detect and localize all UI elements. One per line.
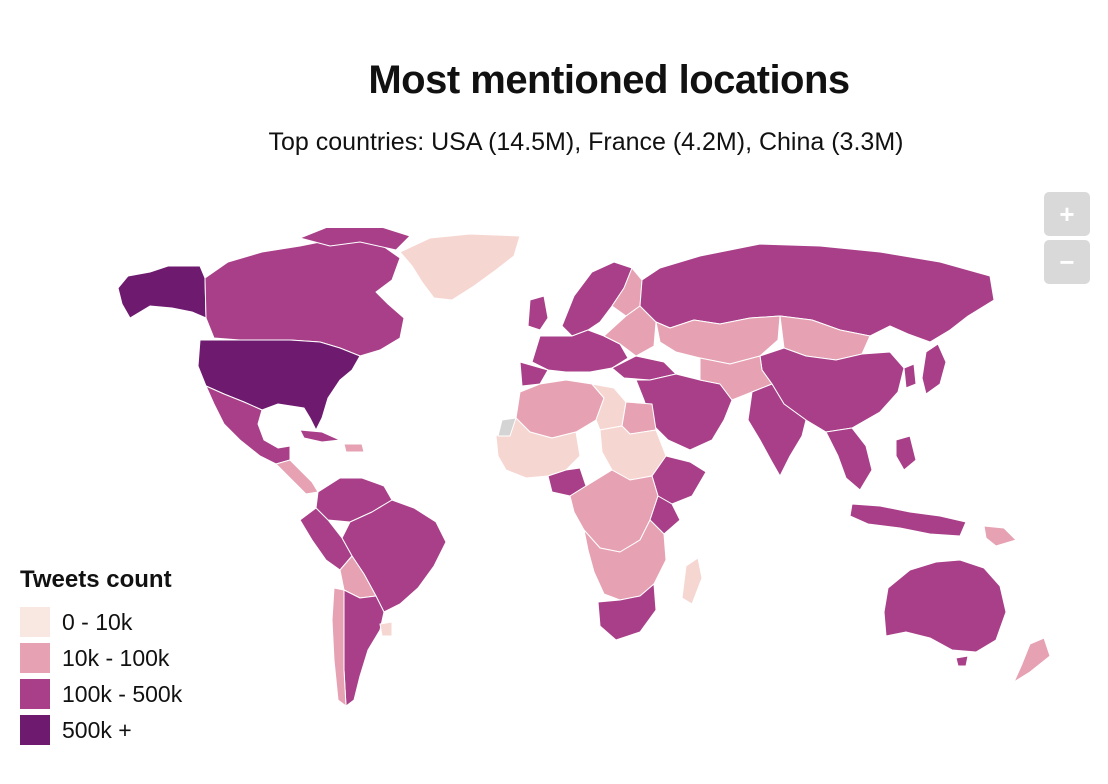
region-philippines[interactable] xyxy=(895,435,917,471)
legend-label: 0 - 10k xyxy=(62,608,133,635)
world-choropleth-map[interactable] xyxy=(60,228,1108,718)
legend-swatch xyxy=(20,679,50,709)
region-new-zealand[interactable] xyxy=(1013,637,1051,683)
legend-title: Tweets count xyxy=(20,566,172,593)
region-argentina[interactable] xyxy=(343,589,385,707)
region-central-america[interactable] xyxy=(275,459,319,495)
region-chile[interactable] xyxy=(331,587,347,707)
region-hispaniola[interactable] xyxy=(343,443,365,453)
region-north-africa[interactable] xyxy=(515,379,605,439)
map-title: Most mentioned locations xyxy=(368,58,850,102)
region-southeast-asia[interactable] xyxy=(825,427,873,491)
region-tasmania[interactable] xyxy=(955,655,969,667)
region-uk-ireland[interactable] xyxy=(527,295,549,331)
region-canada-islands[interactable] xyxy=(299,228,411,251)
region-papua-new-guinea[interactable] xyxy=(983,525,1017,547)
legend-swatch xyxy=(20,643,50,673)
region-canada[interactable] xyxy=(204,237,405,357)
region-western-europe[interactable] xyxy=(531,329,629,373)
region-australia[interactable] xyxy=(883,559,1007,653)
region-kenya[interactable] xyxy=(649,495,681,535)
region-korea[interactable] xyxy=(903,363,917,389)
region-indonesia[interactable] xyxy=(849,503,967,537)
region-eastern-europe[interactable] xyxy=(603,305,657,357)
map-subtitle: Top countries: USA (14.5M), France (4.2M… xyxy=(268,128,904,156)
region-india[interactable] xyxy=(747,383,807,477)
legend-item: 10k - 100k xyxy=(20,640,182,676)
legend-label: 10k - 100k xyxy=(62,644,170,671)
legend-item: 500k + xyxy=(20,712,182,748)
region-southern-africa[interactable] xyxy=(583,519,667,601)
map-legend: Tweets count 0 - 10k 10k - 100k 100k - 5… xyxy=(20,566,182,748)
region-egypt[interactable] xyxy=(621,401,657,435)
region-western-sahara[interactable] xyxy=(497,417,517,437)
region-greenland[interactable] xyxy=(399,233,521,301)
legend-swatch xyxy=(20,607,50,637)
region-kazakhstan[interactable] xyxy=(655,315,781,365)
zoom-in-button[interactable]: + xyxy=(1044,192,1090,236)
region-alaska[interactable] xyxy=(117,265,207,319)
region-japan[interactable] xyxy=(921,343,947,395)
region-west-africa[interactable] xyxy=(495,417,581,479)
region-madagascar[interactable] xyxy=(681,557,703,605)
legend-item: 0 - 10k xyxy=(20,604,182,640)
region-cuba[interactable] xyxy=(299,429,341,443)
region-uruguay[interactable] xyxy=(379,621,393,637)
region-mexico[interactable] xyxy=(205,385,291,465)
zoom-out-button[interactable]: − xyxy=(1044,240,1090,284)
legend-item: 100k - 500k xyxy=(20,676,182,712)
region-south-africa[interactable] xyxy=(597,583,657,641)
legend-label: 500k + xyxy=(62,716,132,743)
legend-swatch xyxy=(20,715,50,745)
legend-label: 100k - 500k xyxy=(62,680,183,707)
